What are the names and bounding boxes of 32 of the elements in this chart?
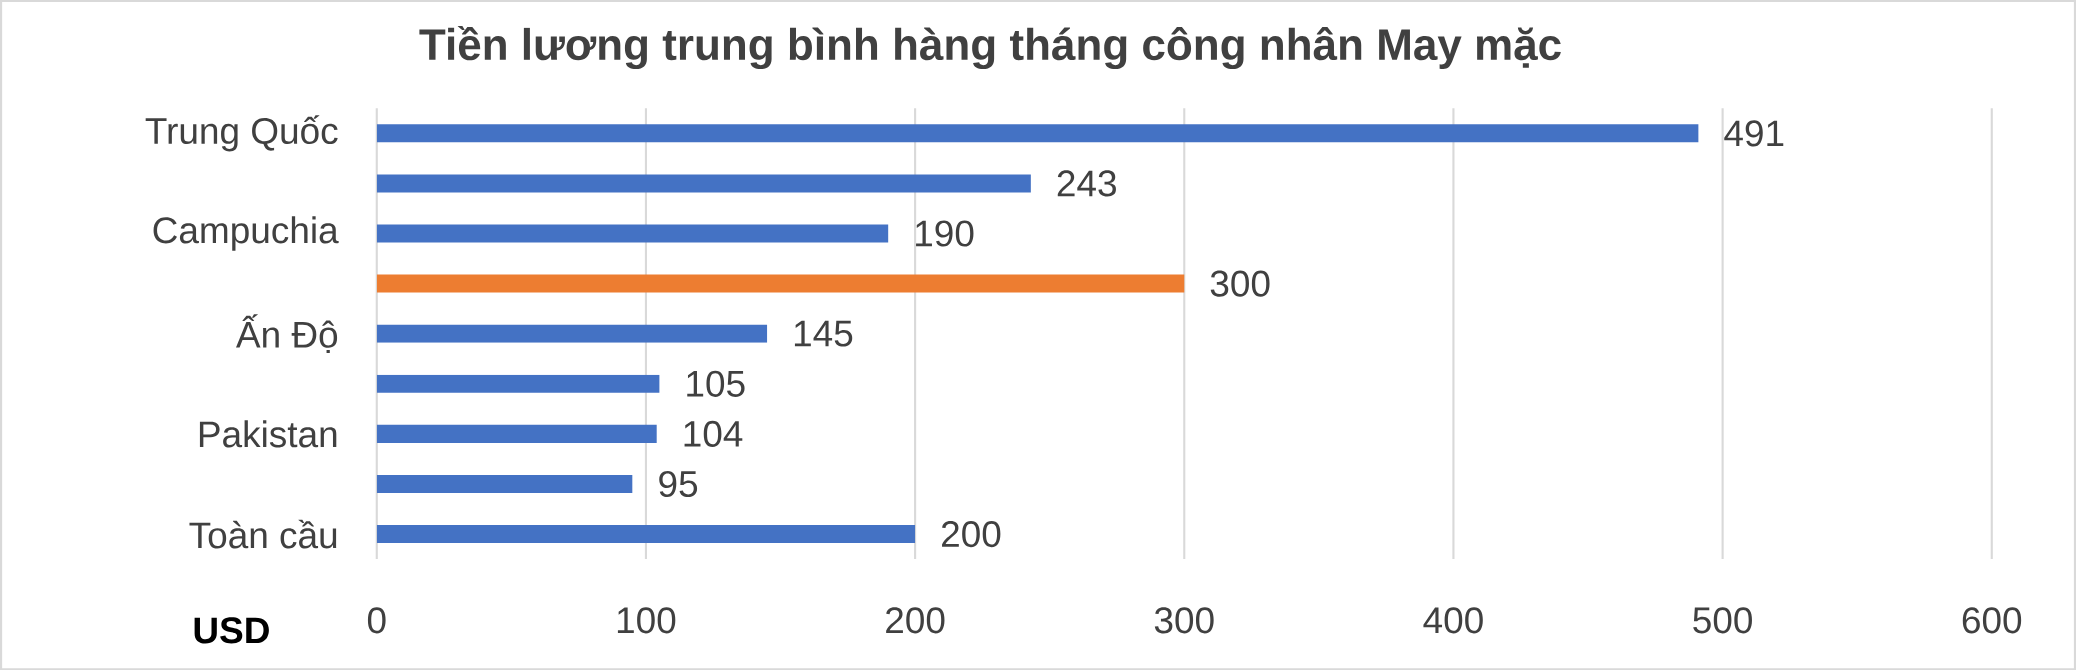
bar	[376, 124, 1699, 143]
data-label: 145	[794, 320, 853, 347]
bar	[376, 374, 660, 393]
data-label: 491	[1724, 120, 1784, 147]
x-tick-label: 400	[1423, 607, 1483, 634]
x-tick-label: 500	[1693, 607, 1752, 634]
x-axis-title: USD	[194, 617, 269, 644]
bar	[376, 474, 633, 493]
y-tick-label: Trung Quốc	[145, 115, 338, 152]
x-tick-label: 300	[1154, 607, 1214, 634]
data-label: 200	[942, 520, 1001, 547]
data-label: 105	[687, 370, 745, 397]
x-tick-label: 200	[886, 607, 945, 634]
chart-title: Tiền lương trung bình hàng tháng công nhân May mặc	[419, 25, 1561, 69]
y-tick-label: Ấn Độ	[236, 314, 338, 353]
data-label: 104	[684, 420, 743, 447]
data-label: 95	[659, 470, 698, 497]
y-tick-label: Pakistan	[199, 420, 337, 448]
y-tick-label: Campuchia	[153, 216, 339, 251]
bar	[376, 174, 1031, 193]
x-tick-label: 100	[617, 607, 676, 634]
x-tick-label: 600	[1962, 607, 2022, 634]
bar	[376, 274, 1185, 293]
x-tick-label: 0	[367, 607, 386, 634]
data-label: 190	[916, 220, 974, 247]
data-label: 300	[1210, 270, 1270, 297]
bar	[376, 524, 916, 543]
data-label: 243	[1057, 170, 1116, 197]
bar	[376, 424, 657, 443]
y-tick-label: Toàn cầu	[189, 519, 337, 549]
bar	[376, 224, 889, 243]
bar	[376, 324, 768, 343]
